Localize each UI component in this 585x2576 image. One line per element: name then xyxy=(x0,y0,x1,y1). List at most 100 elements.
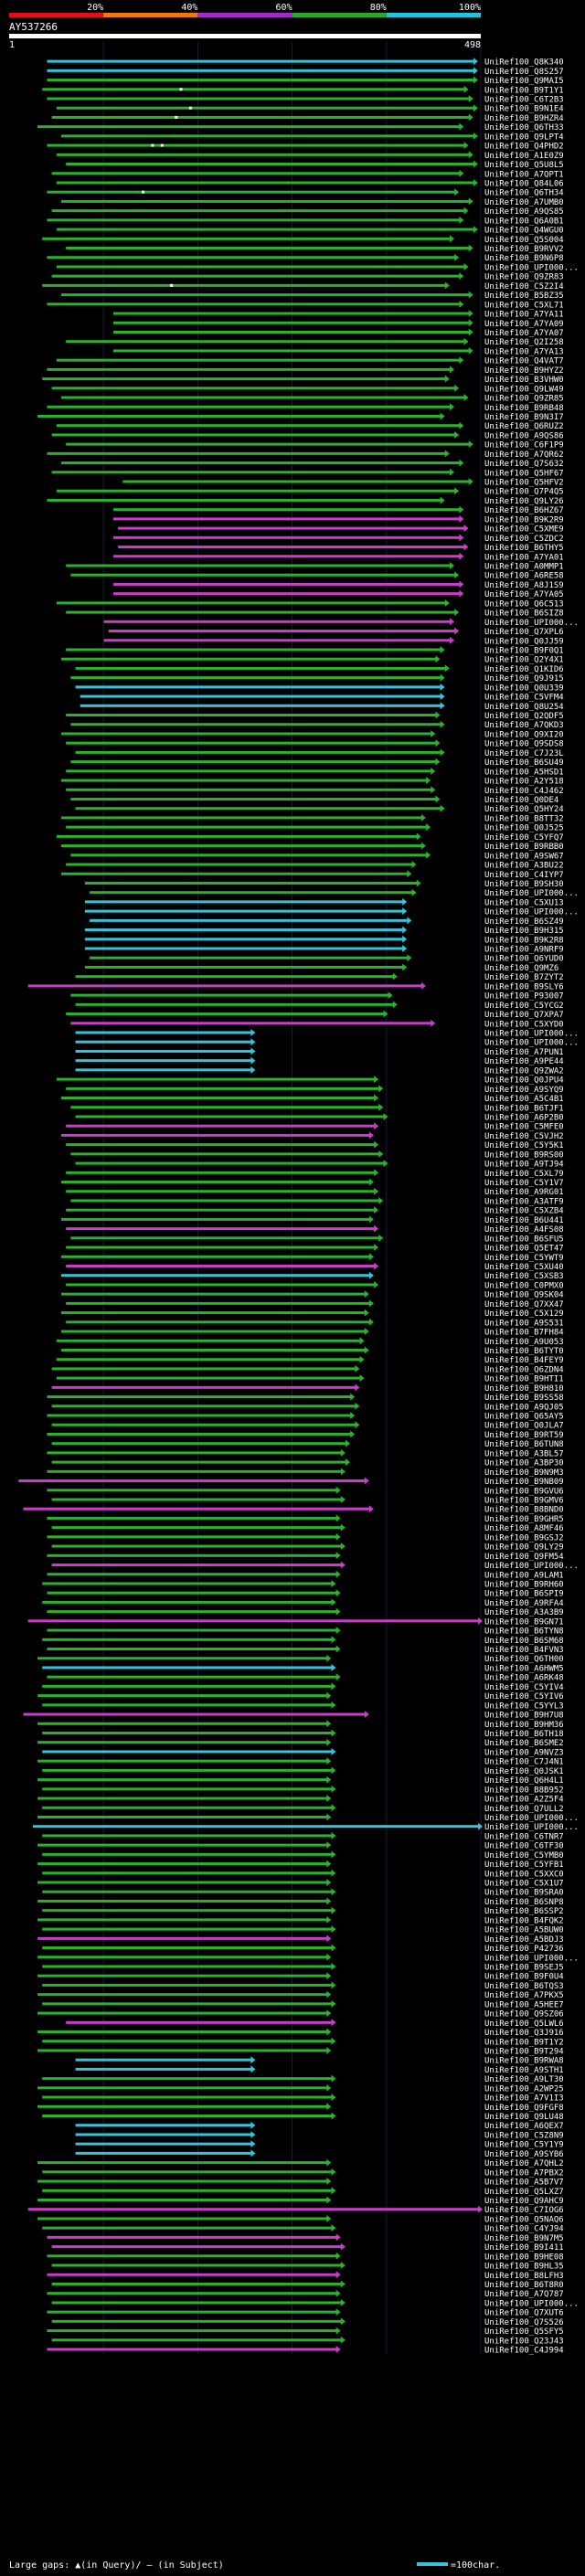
hit-bar xyxy=(112,517,461,521)
hit-bar xyxy=(118,526,465,530)
scale-segment-4 xyxy=(292,13,387,17)
hit-bar xyxy=(42,1666,333,1670)
hit-arrow xyxy=(468,151,473,159)
hit-arrow xyxy=(402,945,408,953)
hit-bar xyxy=(47,367,451,371)
query-bar xyxy=(9,34,481,38)
hit-arrow xyxy=(468,440,473,449)
hit-row: UniRef100_A7PUN1 xyxy=(75,1047,564,1057)
hit-bar xyxy=(47,1610,337,1614)
hit-row: UniRef100_Q5U8L5 xyxy=(66,160,564,170)
hit-label: UniRef100_A5BDJ3 xyxy=(484,1935,564,1945)
hit-arrow xyxy=(331,1785,336,1793)
hit-row: UniRef100_B9RBB0 xyxy=(60,842,564,852)
hit-arrow xyxy=(326,1720,332,1728)
hit-label: UniRef100_Q5SFY5 xyxy=(484,2327,564,2337)
hit-row: UniRef100_Q8S257 xyxy=(47,67,564,77)
hit-row: UniRef100_B9HM36 xyxy=(37,1720,564,1730)
hit-label: UniRef100_UPI000... xyxy=(484,889,579,898)
scale-label-3: 60% xyxy=(276,3,292,13)
hit-row: UniRef100_C5Y1Y9 xyxy=(75,2140,564,2150)
hit-bar xyxy=(56,834,418,838)
hit-arrow xyxy=(459,356,464,365)
hit-label: UniRef100_B9RBB0 xyxy=(484,843,564,852)
hit-row: UniRef100_B9I411 xyxy=(51,2242,564,2253)
hit-label: UniRef100_Q6TH00 xyxy=(484,1655,564,1664)
hit-row: UniRef100_Q5SFY5 xyxy=(47,2327,564,2337)
hit-arrow xyxy=(340,1468,346,1476)
hit-bar xyxy=(18,1479,366,1483)
hit-label: UniRef100_UPI000... xyxy=(484,1814,579,1823)
hit-arrow xyxy=(378,1085,384,1093)
hit-arrow xyxy=(473,67,478,75)
hit-bar xyxy=(56,228,474,231)
hit-arrow xyxy=(440,702,445,710)
hit-bar xyxy=(47,1573,337,1576)
hit-row: UniRef100_A6HWM5 xyxy=(42,1663,564,1673)
hit-label: UniRef100_Q5S004 xyxy=(484,236,564,245)
hit-bar xyxy=(47,2329,337,2333)
hit-row: UniRef100_A5HEE7 xyxy=(42,1999,564,2009)
hit-label: UniRef100_UPI000... xyxy=(484,1029,579,1038)
hit-bar xyxy=(42,1965,333,1968)
hit-row: UniRef100_C4J462 xyxy=(66,786,564,796)
hit-arrow xyxy=(331,1729,336,1737)
hit-row: UniRef100_B9SH30 xyxy=(84,879,564,889)
hit-arrow xyxy=(250,1056,256,1065)
hit-bar xyxy=(47,59,474,63)
hit-bar xyxy=(37,1918,328,1922)
hit-bar xyxy=(27,1619,480,1623)
hit-row: UniRef100_A2Z5F4 xyxy=(37,1795,564,1805)
hit-bar xyxy=(70,1236,380,1240)
hit-bar xyxy=(32,1825,480,1829)
hit-arrow xyxy=(340,1448,346,1457)
hit-row: UniRef100_B6TQS3 xyxy=(42,1981,564,1991)
scale-segment-2 xyxy=(103,13,198,17)
hit-label: UniRef100_B9T1Y2 xyxy=(484,2038,564,2047)
hit-arrow xyxy=(463,543,469,551)
scale-label-5: 100% xyxy=(459,3,481,13)
hit-row: UniRef100_A9LAM1 xyxy=(47,1570,564,1580)
hit-label: UniRef100_B9SRA0 xyxy=(484,1889,564,1898)
hit-arrow xyxy=(473,104,478,112)
hit-label: UniRef100_A7YA05 xyxy=(484,590,564,599)
hit-label: UniRef100_B9H315 xyxy=(484,927,564,936)
hit-arrow xyxy=(368,1131,374,1140)
hit-bar xyxy=(42,1909,333,1913)
hit-row: UniRef100_A5BUW0 xyxy=(42,1925,564,1935)
hit-row: UniRef100_B9F0Q1 xyxy=(66,645,564,655)
hit-arrow xyxy=(374,1094,379,1102)
hit-arrow xyxy=(331,1682,336,1691)
hit-row: UniRef100_A7YA07 xyxy=(112,328,564,338)
hit-bar xyxy=(60,1348,366,1352)
hit-bar xyxy=(75,1049,252,1053)
hit-arrow xyxy=(335,2327,341,2335)
hit-label: UniRef100_C7J4N1 xyxy=(484,1758,564,1767)
hit-arrow xyxy=(378,1234,384,1242)
scale-label-4: 80% xyxy=(370,3,387,13)
hit-row: UniRef100_A5B7V7 xyxy=(37,2178,564,2188)
hit-arrow xyxy=(431,729,436,737)
hit-arrow xyxy=(359,1355,365,1363)
hit-bar xyxy=(75,2067,252,2071)
hit-bar xyxy=(75,807,441,811)
hit-row: UniRef100_C5YFQ7 xyxy=(56,832,564,843)
hit-label: UniRef100_B6SU49 xyxy=(484,758,564,768)
hit-row: UniRef100_B9GVU6 xyxy=(47,1486,564,1496)
hit-label: UniRef100_Q9J915 xyxy=(484,674,564,684)
hit-arrow xyxy=(335,2308,341,2316)
hit-label: UniRef100_B6SNP8 xyxy=(484,1898,564,1907)
hit-bar xyxy=(42,1890,333,1893)
hit-label: UniRef100_Q5HF67 xyxy=(484,469,564,478)
hit-arrow xyxy=(416,832,421,841)
scale-legend-text: =100char. xyxy=(451,2560,500,2571)
hit-arrow xyxy=(431,786,436,794)
hit-arrow xyxy=(250,2065,256,2073)
hit-label: UniRef100_A9QJ05 xyxy=(484,1403,564,1412)
hit-row: UniRef100_A3ATF9 xyxy=(70,1196,564,1206)
hit-arrow xyxy=(463,525,469,533)
hit-row: UniRef100_B6TH18 xyxy=(42,1729,564,1739)
hit-bar xyxy=(37,1881,328,1884)
hit-arrow xyxy=(331,2187,336,2195)
hit-row: UniRef100_Q3J916 xyxy=(37,2028,564,2038)
